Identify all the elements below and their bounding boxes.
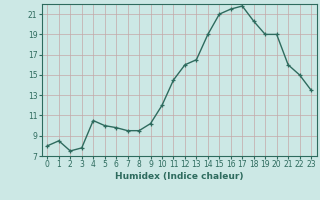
X-axis label: Humidex (Indice chaleur): Humidex (Indice chaleur) (115, 172, 244, 181)
